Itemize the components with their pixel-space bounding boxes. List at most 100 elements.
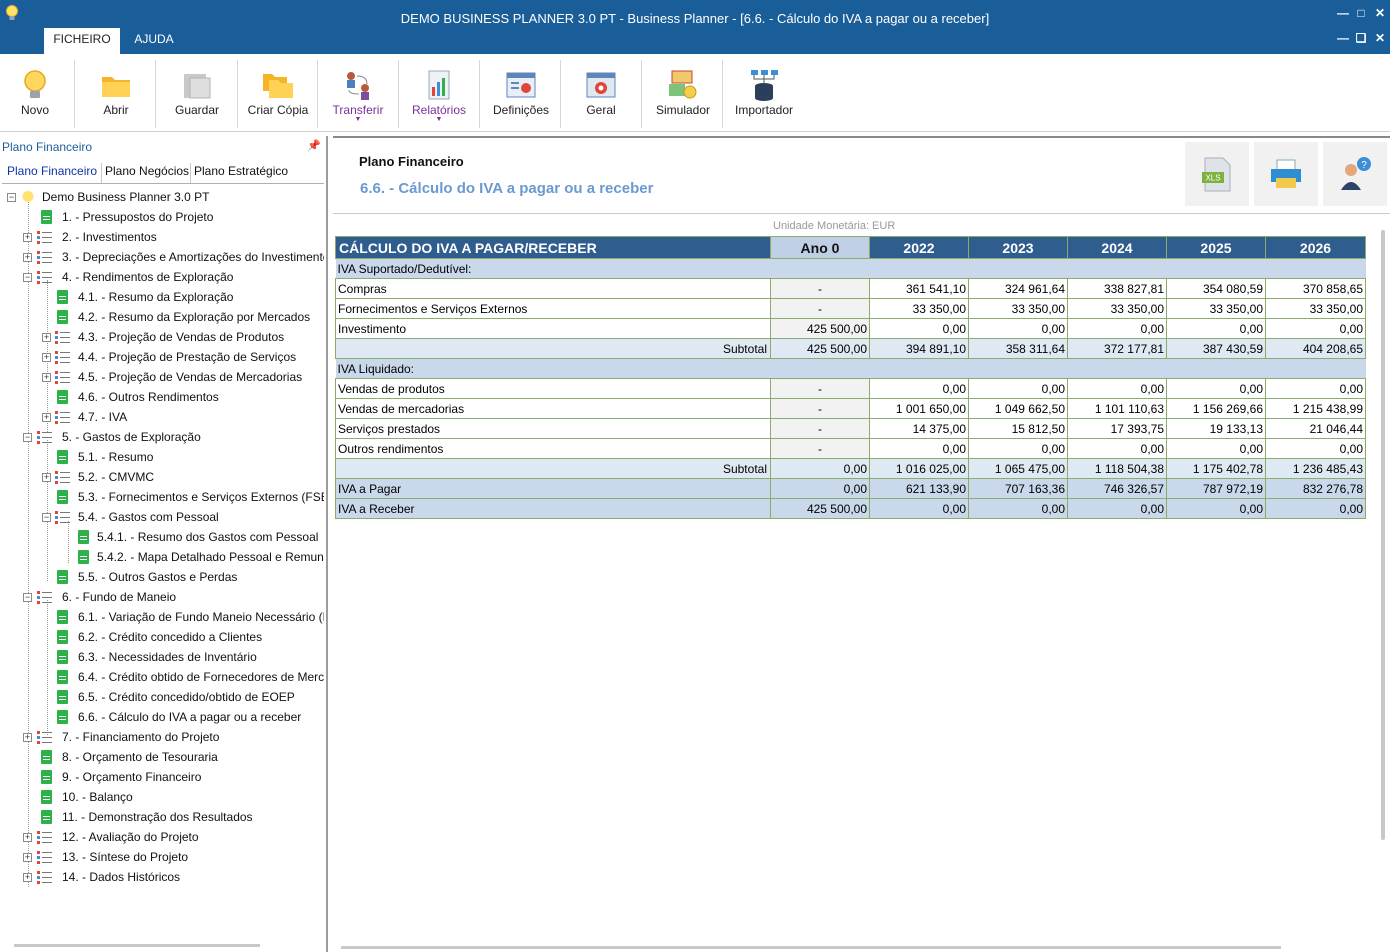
- tree-item[interactable]: 11. - Demonstração dos Resultados: [2, 807, 324, 827]
- tree-item[interactable]: +5.2. - CMVMC: [2, 467, 324, 487]
- table-cell[interactable]: 0,00: [770, 478, 870, 499]
- tree-item[interactable]: 8. - Orçamento de Tesouraria: [2, 747, 324, 767]
- help-button[interactable]: ?: [1323, 142, 1387, 206]
- table-cell[interactable]: -: [770, 418, 870, 439]
- table-cell[interactable]: 707 163,36: [968, 478, 1068, 499]
- table-cell[interactable]: 1 156 269,66: [1166, 398, 1266, 419]
- table-cell[interactable]: 1 101 110,63: [1067, 398, 1167, 419]
- collapse-icon[interactable]: −: [23, 432, 32, 442]
- menu-tab-ajuda[interactable]: AJUDA: [134, 32, 174, 46]
- tree-item[interactable]: 9. - Orçamento Financeiro: [2, 767, 324, 787]
- table-cell[interactable]: 1 175 402,78: [1166, 458, 1266, 479]
- table-cell[interactable]: 0,00: [1067, 378, 1167, 399]
- table-cell[interactable]: 1 001 650,00: [869, 398, 969, 419]
- minimize-icon[interactable]: —: [1337, 6, 1349, 20]
- tree-item[interactable]: − Demo Business Planner 3.0 PT: [2, 187, 324, 207]
- table-cell[interactable]: 0,00: [869, 318, 969, 339]
- expand-icon[interactable]: +: [23, 252, 32, 262]
- relatorios-button[interactable]: Relatórios ▼: [403, 60, 475, 128]
- table-cell[interactable]: 33 350,00: [1265, 298, 1366, 319]
- table-cell[interactable]: 425 500,00: [770, 498, 870, 519]
- collapse-icon[interactable]: −: [42, 512, 51, 522]
- tree-item[interactable]: 4.2. - Resumo da Exploração por Mercados: [2, 307, 324, 327]
- table-cell[interactable]: 0,00: [869, 438, 969, 459]
- table-cell[interactable]: 324 961,64: [968, 278, 1068, 299]
- table-cell[interactable]: 0,00: [968, 438, 1068, 459]
- table-cell[interactable]: 1 215 438,99: [1265, 398, 1366, 419]
- tree-item[interactable]: 5.4.1. - Resumo dos Gastos com Pessoal: [2, 527, 324, 547]
- print-button[interactable]: [1254, 142, 1318, 206]
- tree-item[interactable]: 6.6. - Cálculo do IVA a pagar ou a receb…: [2, 707, 324, 727]
- expand-icon[interactable]: +: [23, 872, 32, 882]
- tree-item[interactable]: − 4. - Rendimentos de Exploração: [2, 267, 324, 287]
- table-cell[interactable]: 0,00: [968, 498, 1068, 519]
- table-cell[interactable]: 33 350,00: [1067, 298, 1167, 319]
- tab-plano-estrategico[interactable]: Plano Estratégico: [190, 163, 290, 183]
- table-cell[interactable]: 0,00: [770, 458, 870, 479]
- table-cell[interactable]: 0,00: [869, 378, 969, 399]
- collapse-icon[interactable]: −: [23, 592, 32, 602]
- table-cell[interactable]: 19 133,13: [1166, 418, 1266, 439]
- table-cell[interactable]: 0,00: [968, 378, 1068, 399]
- table-cell[interactable]: 0,00: [1166, 438, 1266, 459]
- simulador-button[interactable]: Simulador: [646, 60, 720, 128]
- table-cell[interactable]: -: [770, 438, 870, 459]
- tree-item[interactable]: 4.6. - Outros Rendimentos: [2, 387, 324, 407]
- expand-icon[interactable]: +: [42, 412, 51, 422]
- tree-item[interactable]: 5.5. - Outros Gastos e Perdas: [2, 567, 324, 587]
- tree-item[interactable]: 6.2. - Crédito concedido a Clientes: [2, 627, 324, 647]
- table-cell[interactable]: 0,00: [1166, 498, 1266, 519]
- table-cell[interactable]: -: [770, 298, 870, 319]
- table-cell[interactable]: 425 500,00: [770, 318, 870, 339]
- tab-plano-financeiro[interactable]: Plano Financeiro: [7, 164, 98, 178]
- table-cell[interactable]: -: [770, 278, 870, 299]
- expand-icon[interactable]: +: [42, 472, 51, 482]
- table-cell[interactable]: 394 891,10: [869, 338, 969, 359]
- tree-item[interactable]: +13. - Síntese do Projeto: [2, 847, 324, 867]
- table-cell[interactable]: 621 133,90: [869, 478, 969, 499]
- table-cell[interactable]: 404 208,65: [1265, 338, 1366, 359]
- table-cell[interactable]: 15 812,50: [968, 418, 1068, 439]
- maximize-icon[interactable]: □: [1357, 6, 1365, 20]
- horizontal-scrollbar[interactable]: [14, 944, 260, 947]
- importador-button[interactable]: Importador: [727, 60, 801, 128]
- child-restore-icon[interactable]: ❏: [1355, 31, 1367, 45]
- table-cell[interactable]: 1 049 662,50: [968, 398, 1068, 419]
- table-cell[interactable]: 387 430,59: [1166, 338, 1266, 359]
- abrir-button[interactable]: Abrir: [80, 60, 152, 128]
- geral-button[interactable]: Geral: [565, 60, 637, 128]
- horizontal-scrollbar[interactable]: [341, 946, 1281, 949]
- table-cell[interactable]: 338 827,81: [1067, 278, 1167, 299]
- tab-plano-negocios[interactable]: Plano Negócios: [101, 163, 191, 183]
- table-cell[interactable]: 0,00: [869, 498, 969, 519]
- expand-icon[interactable]: +: [23, 832, 32, 842]
- tree-item[interactable]: − 6. - Fundo de Maneio: [2, 587, 324, 607]
- tree-item[interactable]: 6.1. - Variação de Fundo Maneio Necessár…: [2, 607, 324, 627]
- transferir-button[interactable]: Transferir ▼: [322, 60, 394, 128]
- table-cell[interactable]: 1 236 485,43: [1265, 458, 1366, 479]
- tree-item[interactable]: 6.5. - Crédito concedido/obtido de EOEP: [2, 687, 324, 707]
- tree-item[interactable]: 6.4. - Crédito obtido de Fornecedores de…: [2, 667, 324, 687]
- table-cell[interactable]: 17 393,75: [1067, 418, 1167, 439]
- table-cell[interactable]: 425 500,00: [770, 338, 870, 359]
- tree-item[interactable]: +2. - Investimentos: [2, 227, 324, 247]
- tree-item[interactable]: 5.1. - Resumo: [2, 447, 324, 467]
- table-cell[interactable]: 358 311,64: [968, 338, 1068, 359]
- table-cell[interactable]: 746 326,57: [1067, 478, 1167, 499]
- table-cell[interactable]: 0,00: [1067, 318, 1167, 339]
- tree-item[interactable]: 5.3. - Fornecimentos e Serviços Externos…: [2, 487, 324, 507]
- table-cell[interactable]: 0,00: [1265, 498, 1366, 519]
- table-cell[interactable]: 0,00: [1067, 498, 1167, 519]
- table-cell[interactable]: 0,00: [1265, 438, 1366, 459]
- table-cell[interactable]: 14 375,00: [869, 418, 969, 439]
- tree-item[interactable]: +14. - Dados Históricos: [2, 867, 324, 887]
- table-cell[interactable]: -: [770, 398, 870, 419]
- table-cell[interactable]: 0,00: [1265, 378, 1366, 399]
- table-cell[interactable]: 354 080,59: [1166, 278, 1266, 299]
- table-cell[interactable]: 21 046,44: [1265, 418, 1366, 439]
- expand-icon[interactable]: +: [42, 352, 51, 362]
- expand-icon[interactable]: +: [23, 232, 32, 242]
- expand-icon[interactable]: +: [42, 332, 51, 342]
- table-cell[interactable]: 0,00: [1166, 318, 1266, 339]
- expand-icon[interactable]: +: [23, 732, 32, 742]
